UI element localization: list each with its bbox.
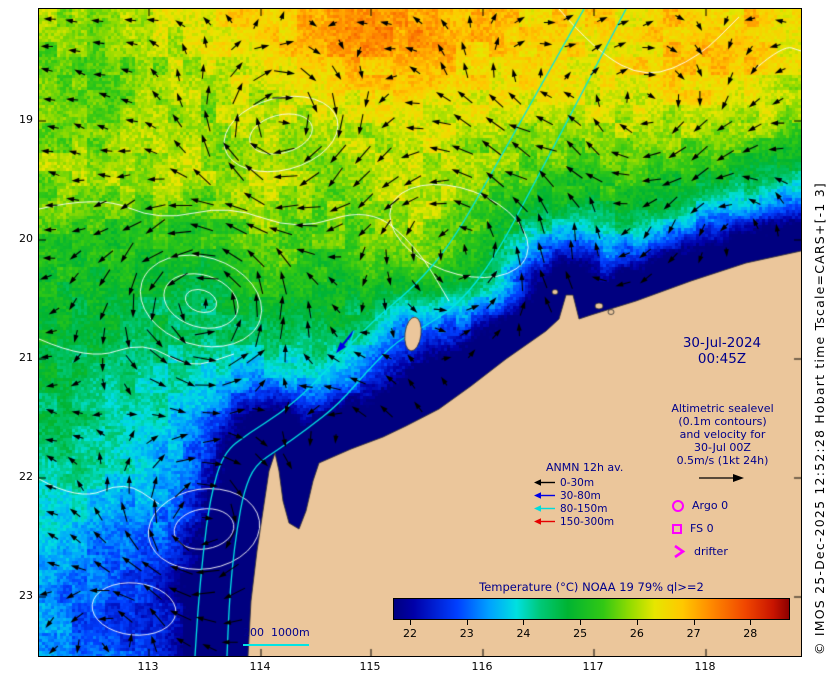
argo-marker-row: Argo 0 [672, 494, 728, 517]
anmn-legend-entry: 30-80m [534, 489, 623, 502]
lat-axis-label: 23 [19, 589, 33, 602]
altimetric-note: Altimetric sealevel (0.1m contours) and … [645, 402, 800, 467]
anmn-legend-entries: 0-30m 30-80m 80-150m 150-300m [534, 476, 623, 528]
lat-axis-label: 22 [19, 470, 33, 483]
velocity-scale-arrow-icon [699, 474, 744, 482]
colorbar-tickmark [466, 620, 468, 625]
altimetric-note-line: Altimetric sealevel [671, 402, 774, 415]
argo-circle-icon [672, 499, 684, 512]
lon-axis-label: 117 [582, 660, 604, 673]
drifter-marker-row: drifter [672, 540, 728, 563]
colorbar-tickmark [750, 620, 752, 625]
colorbar-tickmark [580, 620, 582, 625]
anmn-legend-entry: 0-30m [534, 476, 623, 489]
colorbar-tick-label: 25 [573, 627, 588, 640]
sst-velocity-map-canvas [38, 8, 802, 657]
current-arrow-icon [534, 518, 555, 525]
bathymetry-scale-label: 200 1000m [243, 626, 310, 639]
temperature-colorbar [393, 598, 790, 620]
colorbar-tick-label: 27 [686, 627, 701, 640]
lat-axis-label: 21 [19, 351, 33, 364]
anmn-legend-entry: 150-300m [534, 515, 623, 528]
lat-axis-label: 20 [19, 232, 33, 245]
anmn-legend-entry: 80-150m [534, 502, 623, 515]
map-timestamp: 30-Jul-2024 00:45Z [652, 335, 792, 367]
colorbar-title: Temperature (°C) NOAA 19 79% ql>=2 [479, 580, 704, 594]
map-date: 30-Jul-2024 [682, 335, 762, 351]
copyright-credit: © IMOS 25-Dec-2025 12:52:28 Hobart time … [812, 182, 827, 655]
altimetric-note-line: 30-Jul 00Z [694, 441, 751, 454]
lon-axis-label: 115 [359, 660, 381, 673]
lon-axis-label: 116 [471, 660, 493, 673]
altimetric-note-line: (0.1m contours) [678, 415, 767, 428]
altimetric-note-line: and velocity for [679, 428, 766, 441]
anmn-depth-label: 30-80m [560, 489, 601, 502]
lon-axis-label: 118 [694, 660, 716, 673]
bathymetry-scale-line [243, 644, 309, 646]
current-arrow-icon [534, 479, 555, 486]
colorbar-tick-label: 22 [403, 627, 417, 640]
colorbar-tick-label: 24 [516, 627, 531, 640]
current-arrow-icon [534, 505, 555, 512]
anmn-legend: ANMN 12h av. 0-30m 30-80m 80-150m 150-300m [534, 461, 623, 528]
fs-marker-row: FS 0 [672, 517, 728, 540]
lon-axis-label: 113 [137, 660, 159, 673]
fs-square-icon [672, 523, 682, 534]
lon-axis-label: 114 [249, 660, 271, 673]
lat-axis-label: 19 [19, 113, 33, 126]
colorbar-tick-label: 26 [629, 627, 644, 640]
anmn-depth-label: 80-150m [560, 502, 608, 515]
drifter-chevron-icon [674, 544, 686, 559]
anmn-depth-label: 150-300m [560, 515, 615, 528]
argo-label: Argo 0 [692, 499, 729, 512]
colorbar-tickmark [410, 620, 411, 625]
anmn-legend-title: ANMN 12h av. [546, 461, 624, 474]
colorbar-tick-label: 28 [743, 627, 758, 640]
altimetric-note-line: 0.5m/s (1kt 24h) [676, 454, 769, 467]
fs-label: FS 0 [690, 522, 714, 535]
colorbar-tickmark [523, 620, 525, 625]
observation-markers-legend: Argo 0 FS 0 drifter [672, 494, 728, 563]
anmn-depth-label: 0-30m [560, 476, 595, 489]
colorbar-tick-label: 23 [459, 627, 474, 640]
map-time: 00:45Z [697, 351, 747, 367]
colorbar-tickmark [693, 620, 695, 625]
drifter-label: drifter [694, 545, 728, 558]
colorbar-tickmark [636, 620, 638, 625]
current-arrow-icon [534, 492, 555, 499]
